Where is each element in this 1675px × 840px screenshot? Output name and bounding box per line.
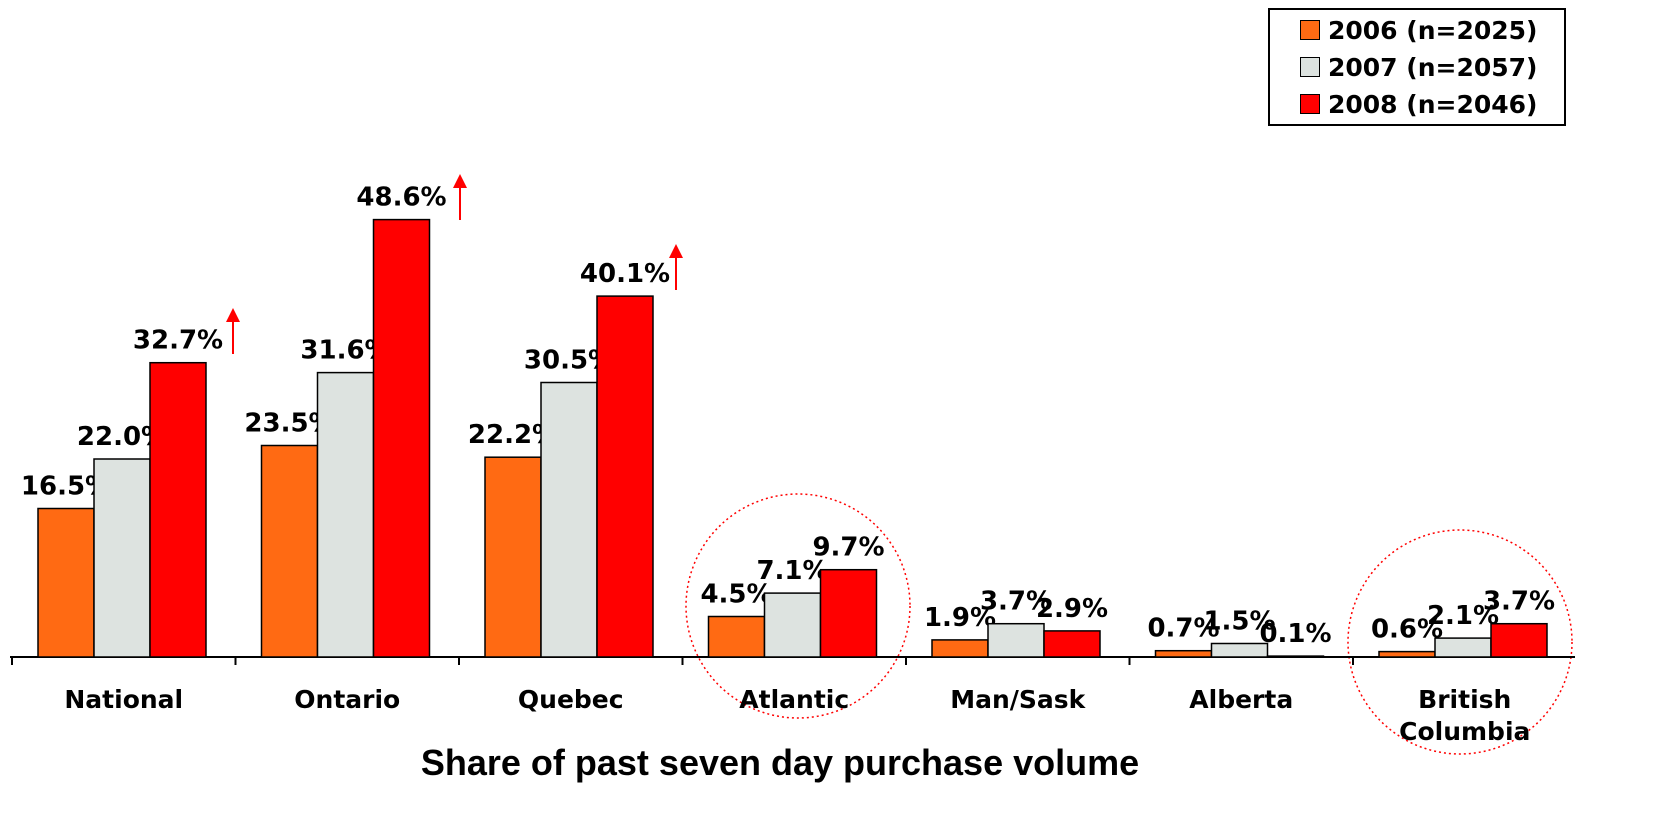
bar: [316, 371, 375, 658]
bar: [1490, 622, 1548, 658]
x-tick-label: Quebec: [517, 685, 624, 714]
data-label: 40.1%: [580, 259, 670, 289]
bar: [931, 639, 989, 658]
highlight-circle: [685, 493, 911, 719]
bar: [987, 622, 1045, 658]
data-label: 3.7%: [980, 587, 1052, 617]
data-label: 2.9%: [1036, 594, 1108, 624]
legend-entry: 2006 (n=2025): [1300, 16, 1537, 45]
bar: [540, 381, 598, 658]
x-axis-title: Share of past seven day purchase volume: [420, 742, 1140, 783]
legend-swatch: [1300, 20, 1320, 40]
bar: [1266, 655, 1325, 658]
bar: [37, 507, 95, 658]
data-label: 1.9%: [924, 603, 996, 633]
bar: [484, 456, 542, 658]
data-label: 0.1%: [1259, 619, 1331, 649]
bar: [819, 568, 878, 658]
x-tick-label: Alberta: [1189, 685, 1294, 714]
data-label: 32.7%: [133, 326, 223, 356]
legend-entry: 2008 (n=2046): [1300, 90, 1537, 119]
bar: [1154, 649, 1213, 658]
up-arrow-head: [669, 244, 683, 258]
data-label: 2.1%: [1427, 601, 1499, 631]
legend-swatch: [1300, 94, 1320, 114]
bar: [1043, 630, 1101, 658]
highlight-circle: [1347, 529, 1573, 755]
bar: [1210, 642, 1269, 658]
data-label: 48.6%: [356, 183, 446, 213]
up-arrow-head: [453, 174, 467, 188]
annotations: [226, 174, 1573, 755]
data-label: 0.6%: [1371, 615, 1443, 645]
bar: [763, 592, 822, 658]
bar: [372, 218, 431, 658]
legend: 2006 (n=2025) 2007 (n=2057) 2008 (n=2046): [1268, 8, 1566, 126]
bar: [1434, 637, 1492, 658]
x-tick-label: Ontario: [294, 685, 401, 714]
data-label: 3.7%: [1483, 587, 1555, 617]
data-label: 0.7%: [1147, 614, 1219, 644]
data-label: 1.5%: [1203, 607, 1275, 637]
x-tick-label: National: [64, 685, 184, 714]
bar: [596, 295, 654, 658]
data-label: 7.1%: [756, 556, 828, 586]
legend-label: 2007 (n=2057): [1328, 53, 1538, 82]
bar: [1378, 650, 1436, 658]
data-label: 4.5%: [700, 580, 772, 610]
x-tick-label: Atlantic: [739, 685, 850, 714]
data-label: 9.7%: [812, 533, 884, 563]
legend-label: 2006 (n=2025): [1328, 16, 1538, 45]
legend-entry: 2007 (n=2057): [1300, 53, 1537, 82]
x-tick-label: British Columbia: [1399, 685, 1531, 746]
bar: [149, 361, 207, 658]
up-arrow-head: [226, 308, 240, 322]
bar: [93, 458, 151, 658]
x-tick-label: Man/Sask: [950, 685, 1086, 714]
bar: [260, 444, 319, 658]
legend-label: 2008 (n=2046): [1328, 90, 1538, 119]
bar: [707, 615, 766, 658]
legend-swatch: [1300, 57, 1320, 77]
